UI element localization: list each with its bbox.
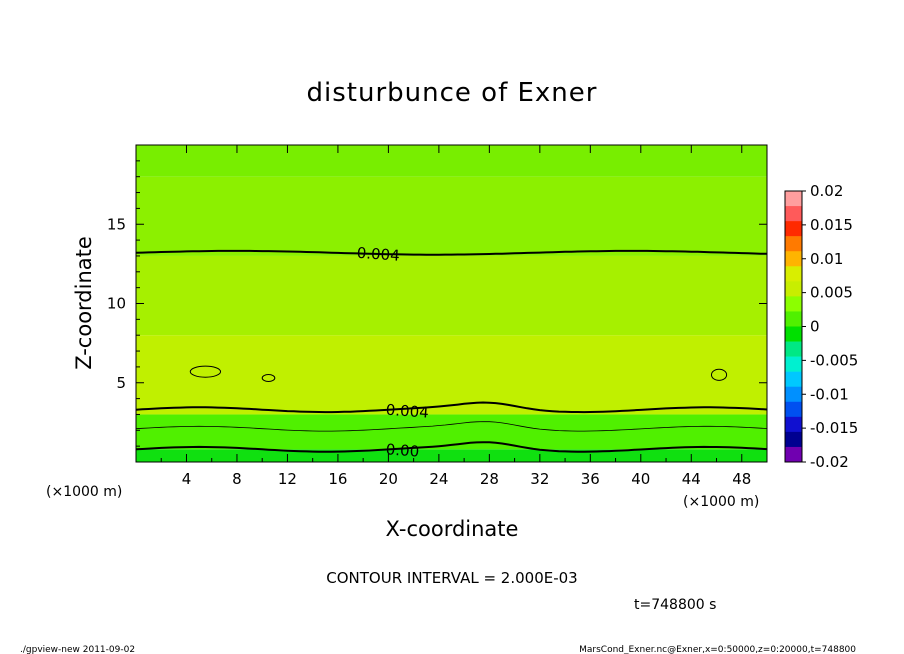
y-axis: 5 10 15 (107, 160, 767, 447)
colorbar-label-4: 0 (810, 318, 820, 336)
colorbar-cell-0 (785, 191, 802, 207)
colorbar-label-8: -0.02 (810, 453, 849, 471)
contour-line-0 (135, 249, 768, 256)
x-tick-label-8: 36 (581, 470, 600, 488)
colorbar-label-0: 0.02 (810, 182, 843, 200)
colorbar-cell-7 (785, 296, 802, 312)
field-band-1 (136, 414, 767, 450)
colorbar-cell-5 (785, 266, 802, 282)
x-unit-label-left: (×1000 m) (46, 484, 122, 500)
colorbar-cell-13 (785, 386, 802, 403)
contour-line-2 (135, 421, 768, 432)
closed-contour-1 (261, 374, 276, 382)
chart-title: disturbunce of Exner (307, 78, 598, 108)
x-tick-label-5: 24 (429, 470, 448, 488)
colorbar-cell-9 (785, 326, 802, 342)
contour-label-3: 0.00 (385, 440, 420, 460)
x-tick-label-6: 28 (480, 470, 499, 488)
colorbar-cell-3 (785, 236, 802, 252)
field-band-5 (136, 145, 767, 177)
field-band-2 (136, 335, 767, 415)
footer-right: MarsCond_Exner.nc@Exner,x=0:50000,z=0:20… (579, 645, 856, 654)
colorbar-cell-2 (785, 221, 802, 237)
x-tick-label-9: 40 (631, 470, 650, 488)
x-tick-label-4: 20 (379, 470, 398, 488)
closed-contour-0 (189, 365, 222, 378)
colorbar-cell-17 (785, 446, 802, 463)
colorbar-cell-4 (785, 251, 802, 267)
field-shading (136, 145, 767, 462)
contour-line-1 (135, 401, 768, 414)
colorbar-label-2: 0.01 (810, 250, 843, 268)
colorbar-cell-16 (785, 431, 802, 448)
y-tick-label-2: 15 (107, 215, 126, 233)
colorbar-cell-10 (785, 341, 802, 357)
x-tick-label-7: 32 (530, 470, 549, 488)
field-band-0 (136, 449, 767, 462)
x-tick-label-2: 12 (278, 470, 297, 488)
time-label: t=748800 s (634, 597, 716, 613)
x-tick-label-3: 16 (328, 470, 347, 488)
colorbar-label-1: 0.015 (810, 216, 853, 234)
contour-label-1: 0.004 (385, 401, 429, 422)
colorbar-label-5: -0.005 (810, 351, 858, 369)
colorbar-cell-11 (785, 356, 802, 372)
x-axis-label: X-coordinate (386, 517, 519, 541)
x-unit-label-right: (×1000 m) (683, 494, 759, 510)
colorbar-cell-14 (785, 401, 802, 418)
y-tick-label-0: 5 (116, 374, 126, 392)
colorbar-cell-1 (785, 206, 802, 222)
x-axis: 4 8 12 16 20 24 28 32 36 40 44 48 (160, 145, 751, 488)
colorbar-label-7: -0.015 (810, 419, 858, 437)
contour-interval-text: CONTOUR INTERVAL = 2.000E-03 (326, 569, 577, 587)
y-axis-label: Z-coordinate (72, 236, 96, 370)
contour-lines: 0.004 0.004 0.00 (135, 244, 768, 461)
colorbar-cell-12 (785, 371, 802, 388)
x-tick-label-10: 44 (682, 470, 701, 488)
colorbar-cell-8 (785, 311, 802, 327)
colorbar: 0.02 0.015 0.01 0.005 0 -0.005 -0.01 -0.015 -0.0… (784, 182, 858, 471)
field-band-3 (136, 255, 767, 336)
contour-line-3 (135, 441, 768, 453)
y-tick-label-1: 10 (107, 295, 126, 313)
field-band-4 (136, 176, 767, 256)
x-tick-label-11: 48 (732, 470, 751, 488)
closed-contour-2 (710, 368, 728, 381)
footer-left: ./gpview-new 2011-09-02 (20, 645, 135, 654)
x-tick-label-1: 8 (232, 470, 242, 488)
x-tick-label-0: 4 (182, 470, 192, 488)
colorbar-cell-6 (785, 281, 802, 297)
colorbar-cell-15 (785, 416, 802, 433)
colorbar-label-6: -0.01 (810, 385, 849, 403)
contour-label-0: 0.004 (356, 244, 400, 265)
colorbar-label-3: 0.005 (810, 284, 853, 302)
